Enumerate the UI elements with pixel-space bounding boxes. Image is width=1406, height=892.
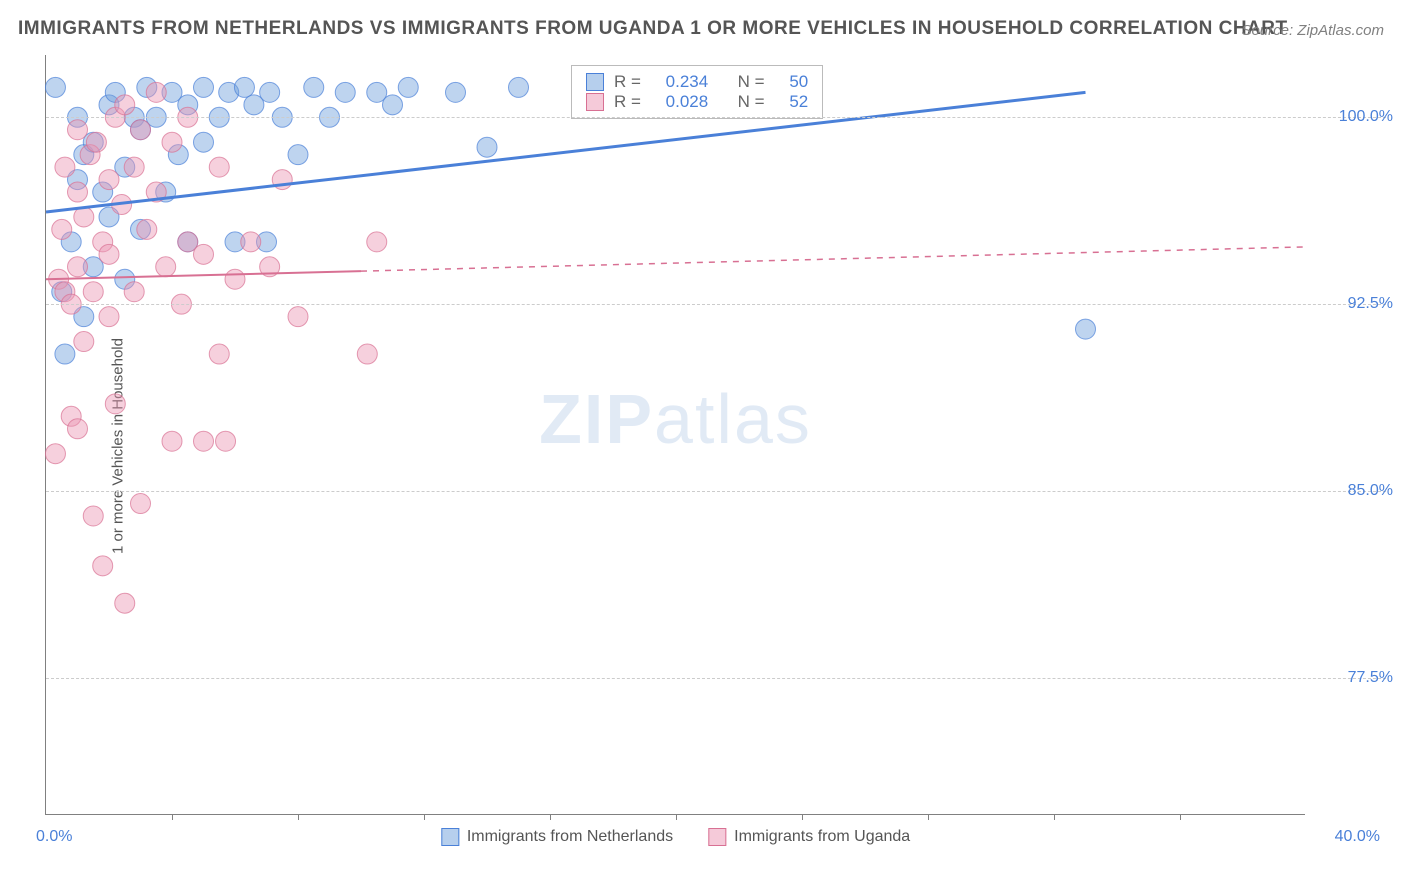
swatch-pink-icon (708, 828, 726, 846)
x-tick-mark (172, 814, 173, 820)
data-point (124, 157, 144, 177)
x-tick-mark (1054, 814, 1055, 820)
data-point (194, 132, 214, 152)
data-point (83, 506, 103, 526)
data-point (398, 77, 418, 97)
chart-svg (46, 55, 1305, 814)
x-tick-mark (802, 814, 803, 820)
data-point (234, 77, 254, 97)
data-point (367, 232, 387, 252)
data-point (115, 95, 135, 115)
legend-item-netherlands: Immigrants from Netherlands (441, 828, 673, 846)
gridline (46, 678, 1386, 679)
data-point (99, 307, 119, 327)
gridline (46, 491, 1386, 492)
data-point (225, 269, 245, 289)
data-point (260, 82, 280, 102)
x-tick-mark (1180, 814, 1181, 820)
source-attribution: Source: ZipAtlas.com (1241, 22, 1384, 39)
data-point (509, 77, 529, 97)
gridline (46, 117, 1386, 118)
legend-item-uganda: Immigrants from Uganda (708, 828, 910, 846)
data-point (477, 137, 497, 157)
data-point (74, 332, 94, 352)
data-point (99, 244, 119, 264)
data-point (68, 120, 88, 140)
data-point (156, 257, 176, 277)
stats-row-uganda: R = 0.028 N = 52 (586, 92, 808, 112)
data-point (162, 431, 182, 451)
legend: Immigrants from Netherlands Immigrants f… (441, 828, 910, 846)
swatch-pink-icon (586, 93, 604, 111)
data-point (74, 207, 94, 227)
data-point (194, 77, 214, 97)
x-axis-min: 0.0% (36, 828, 72, 846)
data-point (216, 431, 236, 451)
data-point (288, 145, 308, 165)
data-point (52, 219, 72, 239)
data-point (304, 77, 324, 97)
data-point (55, 157, 75, 177)
data-point (93, 556, 113, 576)
y-tick-label: 100.0% (1339, 108, 1393, 126)
stats-row-netherlands: R = 0.234 N = 50 (586, 72, 808, 92)
data-point (335, 82, 355, 102)
data-point (209, 344, 229, 364)
data-point (131, 494, 151, 514)
data-point (115, 593, 135, 613)
x-tick-mark (550, 814, 551, 820)
x-axis-max: 40.0% (1335, 828, 1380, 846)
data-point (1076, 319, 1096, 339)
data-point (288, 307, 308, 327)
plot-area: ZIPatlas R = 0.234 N = 50 R = 0.028 N = … (45, 55, 1305, 815)
data-point (194, 431, 214, 451)
data-point (241, 232, 261, 252)
y-tick-label: 85.0% (1348, 482, 1393, 500)
x-tick-mark (424, 814, 425, 820)
swatch-blue-icon (586, 73, 604, 91)
data-point (68, 182, 88, 202)
data-point (383, 95, 403, 115)
data-point (68, 419, 88, 439)
data-point (83, 282, 103, 302)
data-point (137, 219, 157, 239)
data-point (86, 132, 106, 152)
data-point (55, 344, 75, 364)
x-tick-mark (298, 814, 299, 820)
data-point (446, 82, 466, 102)
correlation-stats-box: R = 0.234 N = 50 R = 0.028 N = 52 (571, 65, 823, 119)
y-tick-label: 92.5% (1348, 295, 1393, 313)
swatch-blue-icon (441, 828, 459, 846)
x-tick-mark (676, 814, 677, 820)
data-point (105, 394, 125, 414)
data-point (194, 244, 214, 264)
data-point (45, 77, 65, 97)
legend-label: Immigrants from Netherlands (467, 828, 673, 846)
x-tick-mark (928, 814, 929, 820)
data-point (131, 120, 151, 140)
data-point (209, 157, 229, 177)
data-point (162, 132, 182, 152)
data-point (68, 257, 88, 277)
chart-title: IMMIGRANTS FROM NETHERLANDS VS IMMIGRANT… (18, 18, 1288, 40)
data-point (357, 344, 377, 364)
data-point (146, 82, 166, 102)
y-tick-label: 77.5% (1348, 669, 1393, 687)
data-point (99, 170, 119, 190)
data-point (124, 282, 144, 302)
regression-line-extrapolated (361, 247, 1306, 271)
gridline (46, 304, 1386, 305)
legend-label: Immigrants from Uganda (734, 828, 910, 846)
data-point (45, 444, 65, 464)
